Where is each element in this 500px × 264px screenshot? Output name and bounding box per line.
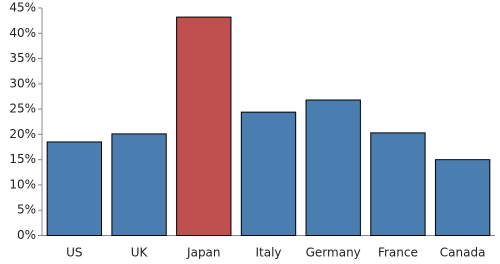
x-tick-label: UK xyxy=(131,246,149,260)
bar xyxy=(111,133,167,236)
y-tick-label: 20% xyxy=(9,127,36,141)
y-tick-label: 0% xyxy=(17,228,36,242)
y-tick-label: 25% xyxy=(9,102,36,116)
y-tick-label: 15% xyxy=(9,152,36,166)
x-tick-label: Italy xyxy=(255,246,281,260)
bar xyxy=(46,141,103,237)
bar xyxy=(434,159,491,237)
y-tick-label: 35% xyxy=(9,51,36,65)
y-tick-label: 10% xyxy=(9,177,36,191)
x-tick-label: Japan xyxy=(186,246,220,260)
bar xyxy=(240,111,297,236)
bar xyxy=(370,132,426,236)
x-tick-label: France xyxy=(378,246,418,260)
y-tick-label: 5% xyxy=(17,203,36,217)
bar xyxy=(176,16,232,236)
y-tick-label: 30% xyxy=(9,76,36,90)
x-tick-label: Germany xyxy=(306,246,361,260)
x-tick-label: US xyxy=(66,246,82,260)
bar xyxy=(305,99,361,236)
x-tick-label: Canada xyxy=(440,246,486,260)
y-tick-label: 40% xyxy=(9,26,36,40)
y-tick-label: 45% xyxy=(9,1,36,15)
